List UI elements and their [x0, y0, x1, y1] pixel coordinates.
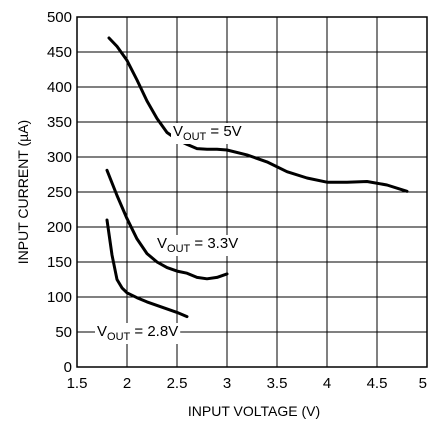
y-tick-label: 450	[47, 44, 72, 61]
svg-text:VOUT = 2.8V: VOUT = 2.8V	[97, 323, 178, 343]
y-tick-label: 300	[47, 149, 72, 166]
series-label-vout-2-8v: VOUT = 2.8V	[95, 323, 181, 344]
x-tick-label: 3.5	[267, 375, 288, 392]
y-axis-title: INPUT CURRENT (µA)	[15, 120, 31, 264]
y-tick-label: 0	[64, 359, 72, 376]
y-tick-label: 400	[47, 79, 72, 96]
y-tick-label: 50	[55, 324, 72, 341]
series-lines	[105, 36, 409, 319]
x-tick-label: 5	[419, 375, 427, 392]
series-line-vout-2-8v	[105, 218, 189, 319]
svg-text:VOUT = 5V: VOUT = 5V	[173, 123, 242, 143]
y-axis-ticks: 0 50 100 150 200 250 300 350 400 450 500	[47, 9, 72, 376]
y-tick-label: 200	[47, 219, 72, 236]
x-axis-title: INPUT VOLTAGE (V)	[188, 403, 320, 419]
grid	[77, 17, 427, 367]
y-tick-label: 250	[47, 184, 72, 201]
x-tick-label: 2	[123, 375, 131, 392]
x-tick-label: 3	[223, 375, 231, 392]
x-tick-label: 1.5	[67, 375, 88, 392]
y-tick-label: 100	[47, 289, 72, 306]
series-line-vout-5v	[107, 36, 409, 193]
y-tick-label: 500	[47, 9, 72, 26]
y-tick-label: 150	[47, 254, 72, 271]
x-tick-label: 4.5	[367, 375, 388, 392]
series-label-vout-3-3v: VOUT = 3.3V	[155, 235, 241, 256]
series-line-vout-3-3v	[105, 168, 229, 281]
svg-text:VOUT = 3.3V: VOUT = 3.3V	[157, 235, 238, 255]
plot-frame	[76, 16, 428, 368]
x-axis-ticks: 1.5 2 2.5 3 3.5 4 4.5 5	[67, 375, 427, 392]
series-labels: VOUT = 5V VOUT = 3.3V VOUT = 2.8V	[95, 123, 244, 344]
x-tick-label: 4	[323, 375, 331, 392]
y-tick-label: 350	[47, 114, 72, 131]
x-tick-label: 2.5	[167, 375, 188, 392]
series-label-vout-5v: VOUT = 5V	[171, 123, 244, 144]
